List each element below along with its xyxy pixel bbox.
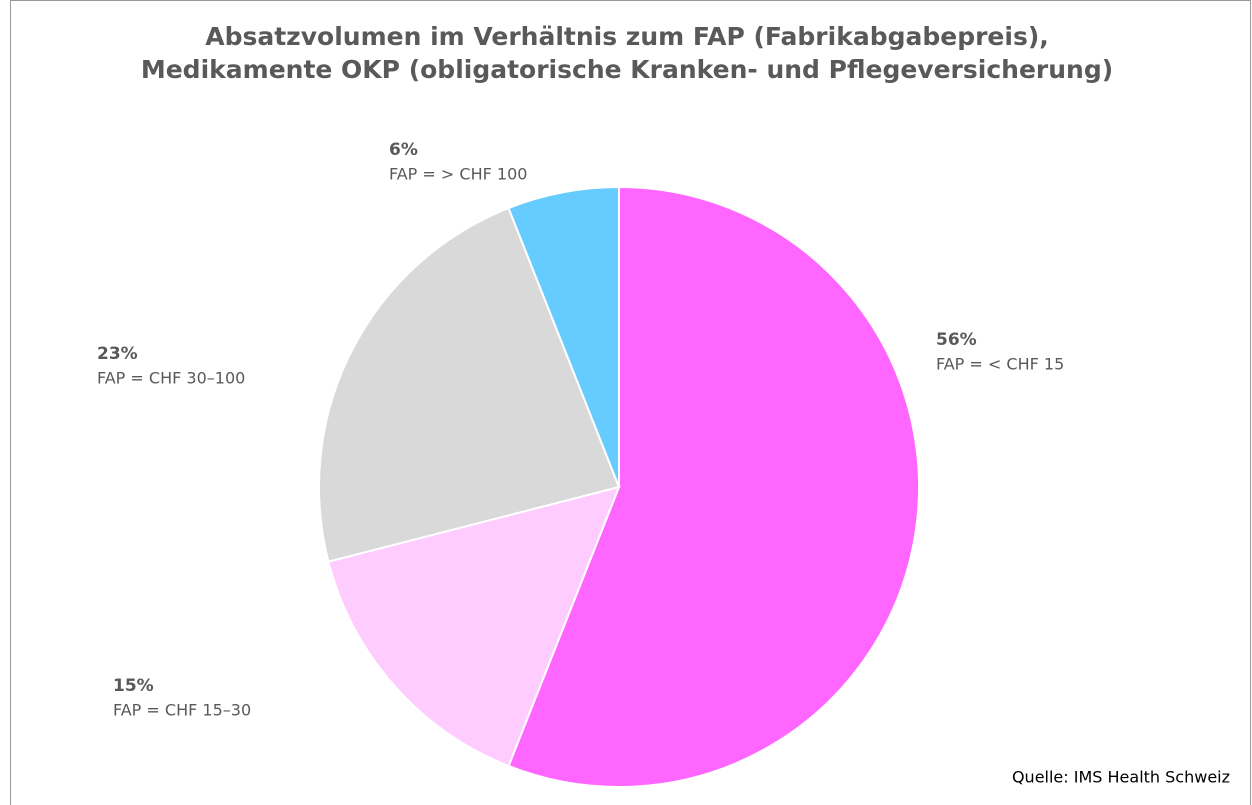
- source-note: Quelle: IMS Health Schweiz: [1012, 768, 1230, 787]
- pie-slice: [507, 185, 620, 488]
- category-label: FAP = CHF 15–30: [113, 701, 251, 720]
- frame: [10, 0, 1251, 805]
- category-label: FAP = CHF 30–100: [97, 369, 245, 388]
- data-label: 56%: [936, 330, 977, 350]
- pie-slice: [318, 206, 621, 563]
- category-label: FAP = > CHF 100: [389, 165, 527, 184]
- category-label: FAP = < CHF 15: [936, 355, 1064, 374]
- data-label: 23%: [97, 344, 138, 364]
- data-label: 15%: [113, 676, 154, 696]
- pie-slice: [507, 185, 920, 788]
- data-label: 6%: [389, 140, 418, 160]
- chart-title: Medikamente OKP (obligatorische Kranken-…: [141, 55, 1113, 84]
- pie-slice: [327, 485, 621, 768]
- chart-title: Absatzvolumen im Verhältnis zum FAP (Fab…: [205, 22, 1049, 51]
